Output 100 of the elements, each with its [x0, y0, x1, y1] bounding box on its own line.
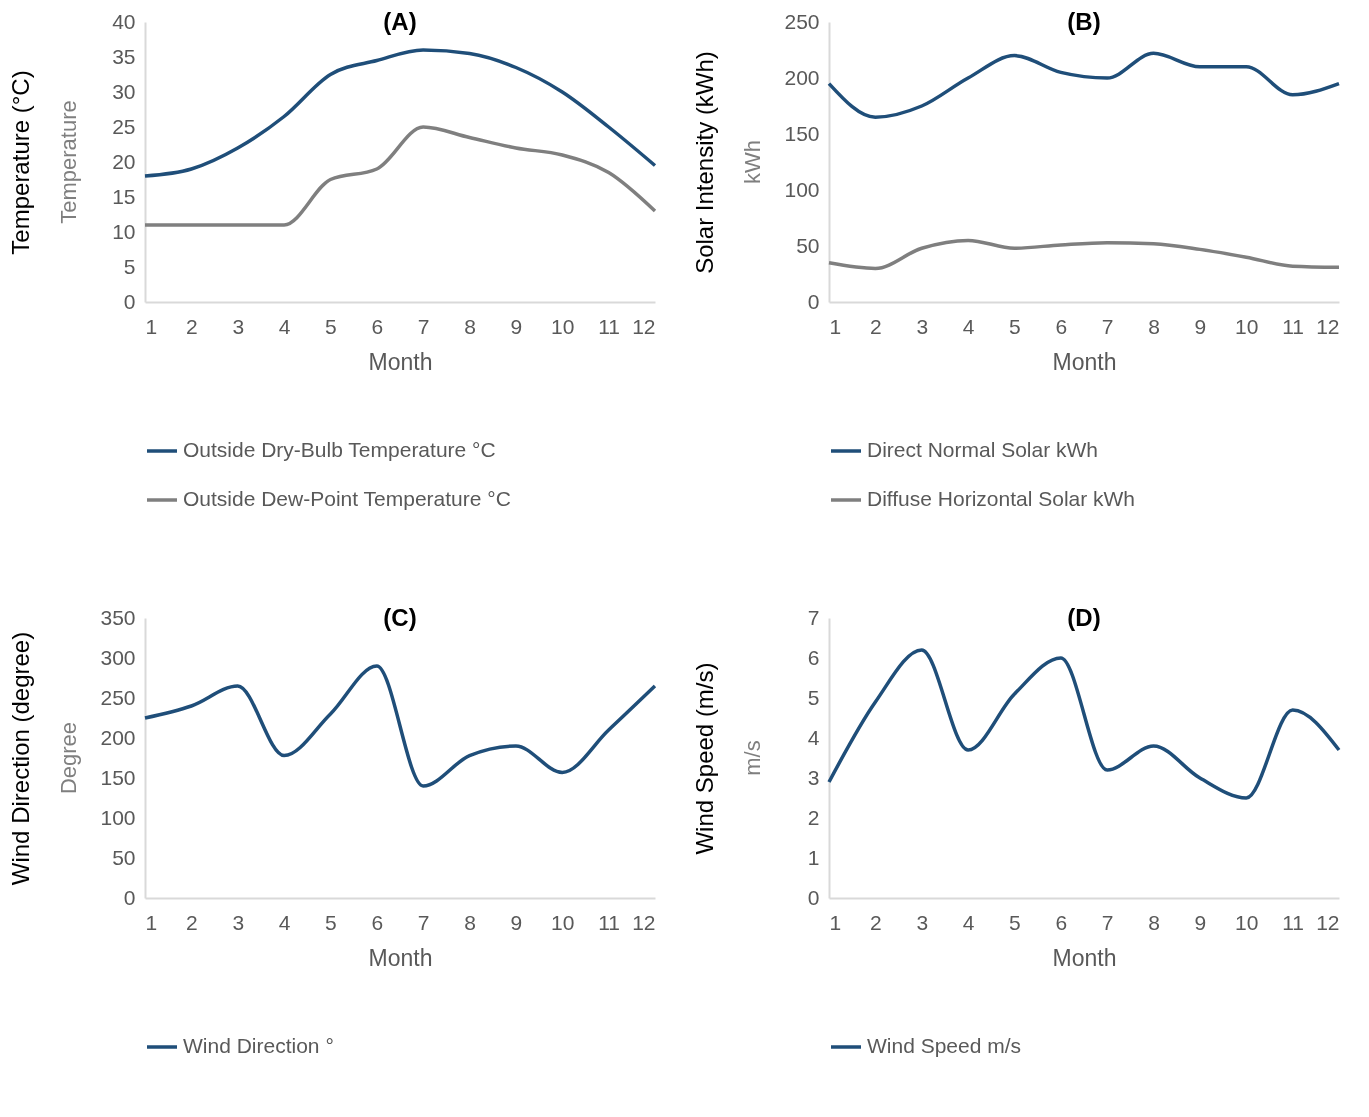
- x-tick-label: 1: [145, 910, 158, 934]
- y-tick-label: 2: [807, 805, 820, 829]
- x-tick-label: 9: [1194, 910, 1207, 934]
- x-tick-label: 7: [417, 314, 430, 338]
- x-tick-label: 7: [1101, 314, 1114, 338]
- text: Degree: [56, 721, 81, 795]
- x-tick-label: 2: [186, 910, 198, 934]
- y-tick-label: 7: [807, 605, 820, 629]
- x-tick-label: 10: [551, 910, 575, 934]
- y-tick-label: 0: [807, 885, 820, 909]
- y-tick-label: 200: [100, 725, 136, 749]
- x-tick-label: 6: [371, 314, 384, 338]
- line-series: [143, 664, 657, 788]
- legend-label: Direct Normal Solar kWh: [867, 438, 1099, 461]
- y-tick-label: 35: [112, 44, 136, 68]
- y-tick-label: 30: [112, 79, 136, 103]
- x-tick-label: 1: [145, 314, 158, 338]
- x-tick-label: 9: [1194, 314, 1207, 338]
- x-tick-label: 7: [1101, 910, 1114, 934]
- line-series: [143, 125, 657, 227]
- x-tick-label: 3: [916, 314, 929, 338]
- x-tick-label: 5: [325, 314, 337, 338]
- text: Temperature: [56, 100, 81, 224]
- x-tick-label: 3: [916, 910, 929, 934]
- x-tick-label: 5: [325, 910, 337, 934]
- text: kWh: [740, 140, 765, 184]
- x-tick-label: 2: [870, 910, 882, 934]
- y-tick-label: 15: [112, 184, 136, 208]
- y-axis-title: Temperature (°C): [6, 70, 34, 255]
- y-tick-label: 350: [100, 605, 136, 629]
- x-tick-label: 5: [1009, 910, 1021, 934]
- legend-label: Wind Speed m/s: [867, 1034, 1022, 1057]
- x-tick-label: 8: [464, 314, 476, 338]
- y-tick-label: 0: [123, 289, 136, 313]
- chart-title: (A): [383, 8, 417, 35]
- chart-title: (D): [1067, 604, 1101, 631]
- x-tick-label: 3: [232, 314, 245, 338]
- x-tick-label: 3: [232, 910, 245, 934]
- x-tick-label: 11: [1282, 910, 1305, 934]
- x-tick-label: 9: [510, 910, 523, 934]
- chart-title: (C): [383, 604, 417, 631]
- y-tick-label: 20: [112, 149, 136, 173]
- text: m/s: [740, 740, 765, 776]
- x-tick-label: 4: [962, 910, 975, 934]
- y-tick-label: 3: [807, 765, 820, 789]
- x-tick-label: 4: [962, 314, 975, 338]
- x-tick-label: 12: [1316, 314, 1340, 338]
- x-axis-title: Month: [1052, 944, 1117, 971]
- y-tick-label: 100: [784, 177, 820, 201]
- x-tick-label: 8: [1148, 910, 1160, 934]
- legend-label: Outside Dew-Point Temperature °C: [183, 487, 511, 510]
- y-tick-label: 250: [100, 685, 136, 709]
- y-tick-label: 250: [784, 9, 820, 33]
- legend-label: Wind Direction °: [183, 1034, 334, 1057]
- x-tick-label: 6: [1055, 314, 1068, 338]
- x-tick-label: 11: [1282, 314, 1305, 338]
- x-tick-label: 6: [371, 910, 384, 934]
- y-tick-label: 5: [123, 254, 136, 278]
- x-tick-label: 1: [829, 910, 842, 934]
- line-series: [827, 51, 1341, 119]
- legend-label: Diffuse Horizontal Solar kWh: [867, 487, 1136, 510]
- x-tick-label: 4: [278, 910, 291, 934]
- x-tick-label: 2: [870, 314, 882, 338]
- y-tick-label: 150: [100, 765, 136, 789]
- y-axis-title: Wind Direction (degree): [6, 631, 34, 886]
- x-tick-label: 12: [632, 910, 656, 934]
- x-tick-label: 8: [464, 910, 476, 934]
- y-tick-label: 1: [807, 845, 820, 869]
- y-tick-label: 10: [112, 219, 136, 243]
- y-tick-label: 200: [784, 65, 820, 89]
- line-series: [143, 48, 657, 178]
- y-tick-label: 40: [112, 9, 136, 33]
- x-tick-label: 12: [1316, 910, 1340, 934]
- y-tick-label: 5: [807, 685, 820, 709]
- y-axis-title: Wind Speed (m/s): [690, 662, 718, 855]
- y-tick-label: 300: [100, 645, 136, 669]
- x-tick-label: 5: [1009, 314, 1021, 338]
- y-axis-title: Solar Intensity (kWh): [690, 51, 718, 274]
- x-tick-label: 10: [1235, 314, 1259, 338]
- y-tick-label: 50: [112, 845, 136, 869]
- x-tick-label: 7: [417, 910, 430, 934]
- y-tick-label: 150: [784, 121, 820, 145]
- x-tick-label: 12: [632, 314, 656, 338]
- y-tick-label: 4: [807, 725, 820, 749]
- x-tick-label: 2: [186, 314, 198, 338]
- x-tick-label: 11: [598, 910, 621, 934]
- x-axis-title: Month: [368, 348, 433, 375]
- x-axis-title: Month: [368, 944, 433, 971]
- y-tick-label: 25: [112, 114, 136, 138]
- chart-title: (B): [1067, 8, 1101, 35]
- legend-label: Outside Dry-Bulb Temperature °C: [183, 438, 496, 461]
- x-tick-label: 10: [1235, 910, 1259, 934]
- x-tick-label: 4: [278, 314, 291, 338]
- y-tick-label: 6: [807, 645, 820, 669]
- y-tick-label: 100: [100, 805, 136, 829]
- y-tick-label: 50: [796, 233, 820, 257]
- x-tick-label: 10: [551, 314, 575, 338]
- x-tick-label: 9: [510, 314, 523, 338]
- line-series: [827, 648, 1341, 800]
- x-axis-title: Month: [1052, 348, 1117, 375]
